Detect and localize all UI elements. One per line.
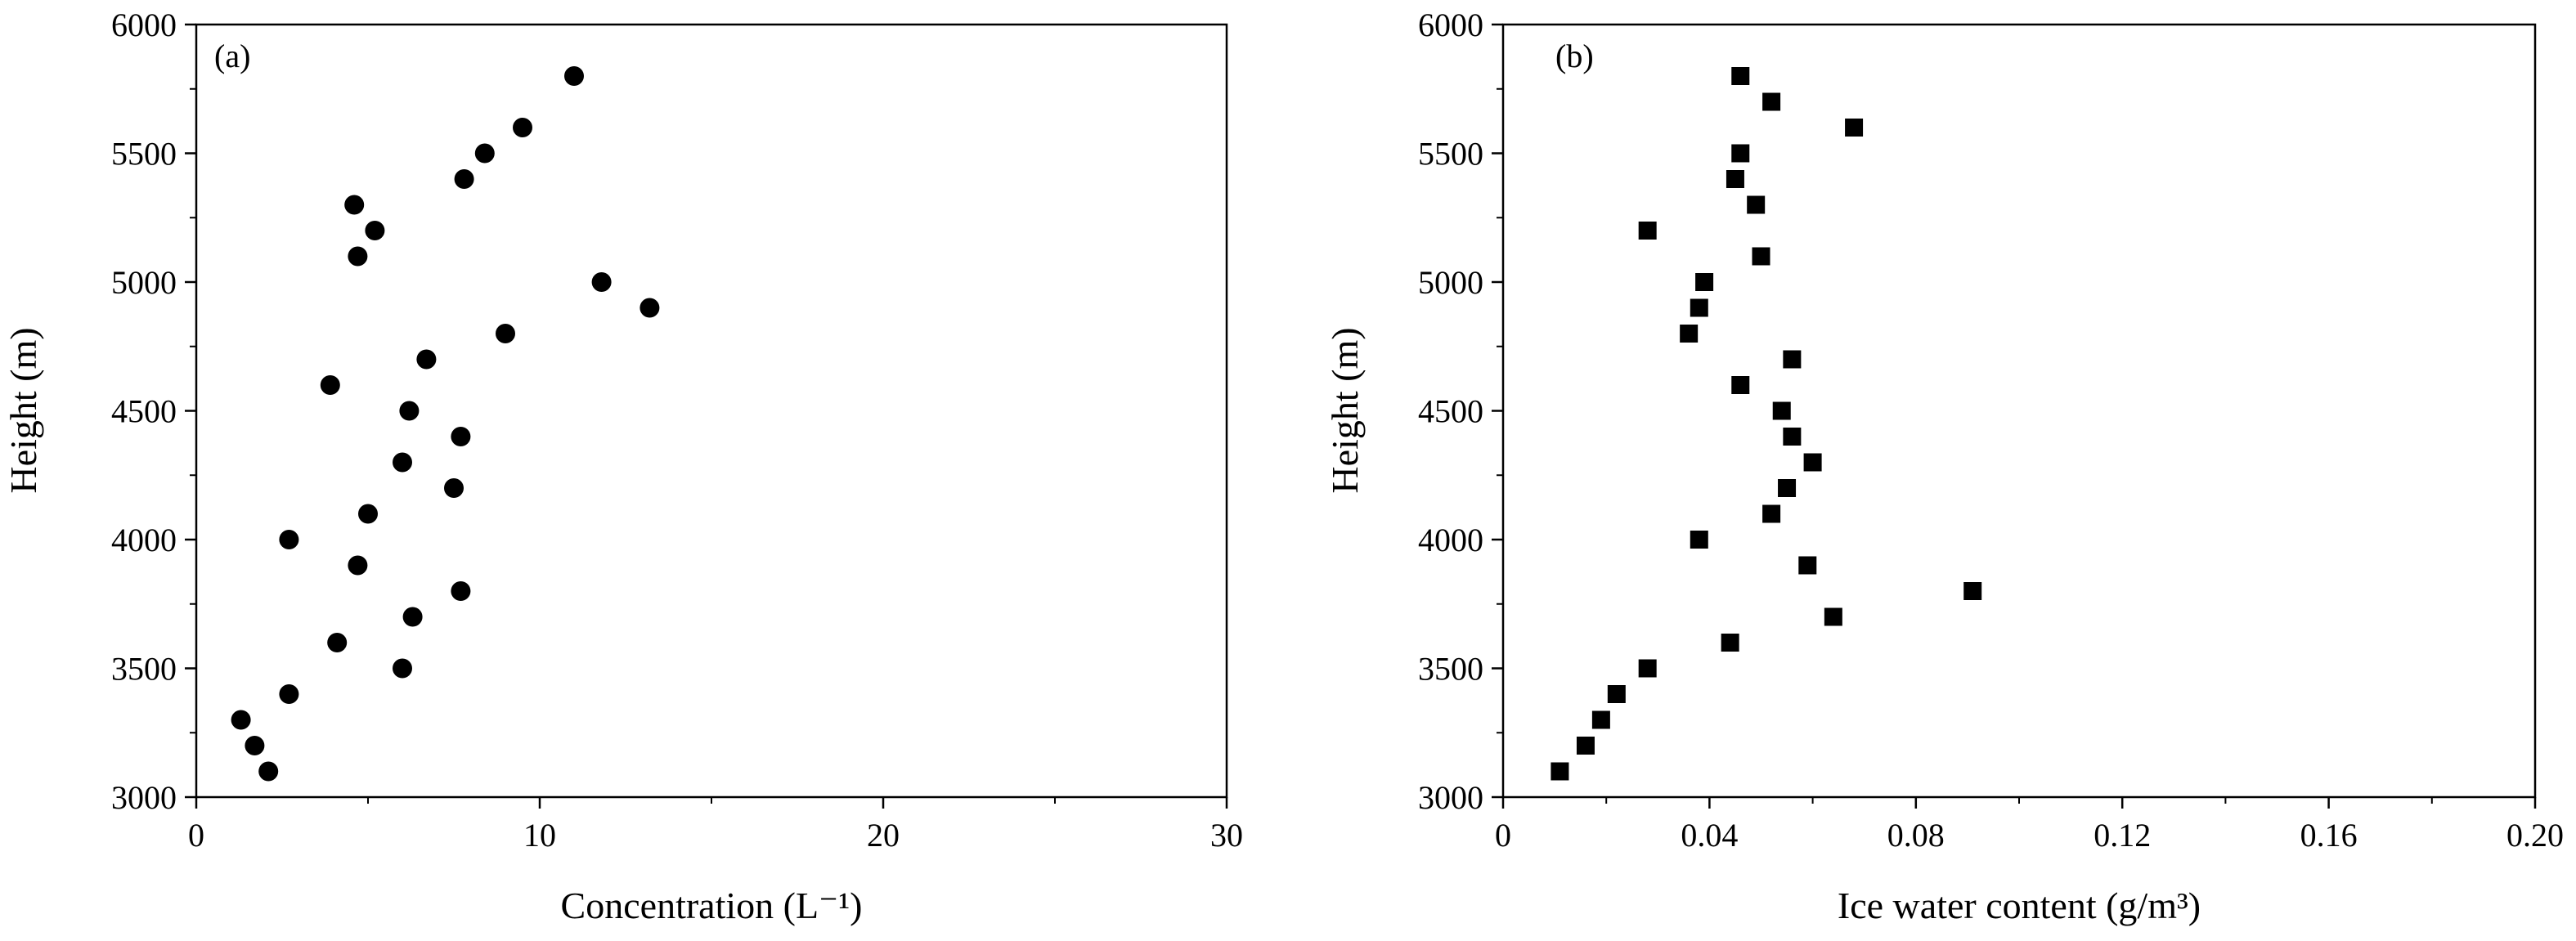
- data-points: [231, 66, 660, 782]
- x-tick-label: 20: [867, 817, 900, 854]
- y-tick-label: 5500: [1418, 136, 1483, 173]
- x-axis-ticks: 0 0.04 0.08 0.12 0.16 0.20: [1495, 797, 2564, 854]
- data-point: [1963, 582, 1982, 600]
- data-point: [454, 169, 474, 189]
- data-point: [1690, 531, 1708, 549]
- y-axis-label: Height (m): [2, 327, 44, 493]
- data-point: [1803, 453, 1822, 472]
- x-tick-label: 0.12: [2094, 817, 2151, 854]
- panel-label: (b): [1555, 38, 1594, 74]
- data-point: [1690, 298, 1708, 317]
- data-point: [564, 66, 584, 86]
- y-tick-label: 6000: [111, 7, 177, 43]
- x-tick-label: 0.16: [2300, 817, 2358, 854]
- data-point: [1726, 170, 1744, 188]
- data-point: [320, 375, 340, 395]
- data-point: [416, 349, 437, 370]
- y-tick-label: 5500: [111, 136, 177, 173]
- data-point: [393, 452, 412, 473]
- x-axis-label: Concentration (L⁻¹): [561, 885, 863, 926]
- data-point: [1638, 222, 1657, 240]
- data-point: [1607, 685, 1626, 703]
- data-point: [402, 607, 423, 627]
- data-point: [640, 298, 660, 318]
- data-point: [1731, 67, 1750, 85]
- y-tick-label: 3500: [1418, 651, 1483, 688]
- data-point: [1798, 556, 1817, 575]
- y-tick-label: 3000: [1418, 779, 1483, 816]
- data-point: [344, 195, 365, 215]
- data-point: [1772, 401, 1791, 420]
- data-point: [1778, 479, 1797, 497]
- data-point: [365, 221, 385, 240]
- data-point: [279, 684, 299, 704]
- data-point: [393, 658, 412, 679]
- data-point: [258, 761, 279, 782]
- y-axis-ticks: 3000 3500 4000 4500 5000 5500 6000: [111, 7, 196, 816]
- data-point: [444, 478, 464, 498]
- data-point: [358, 504, 378, 524]
- data-point: [451, 427, 471, 446]
- data-point: [1762, 504, 1781, 523]
- y-tick-label: 5000: [1418, 264, 1483, 301]
- panel-label: (a): [214, 38, 250, 74]
- x-axis-ticks: 0 10 20 30: [188, 797, 1243, 854]
- plot-frame: [195, 23, 1228, 799]
- data-point: [1576, 737, 1595, 755]
- data-point: [1747, 195, 1766, 214]
- data-point: [1752, 247, 1770, 266]
- y-axis-label: Height (m): [1324, 327, 1366, 493]
- x-tick-label: 0.20: [2506, 817, 2564, 854]
- data-point: [1731, 144, 1750, 163]
- data-point: [1638, 659, 1657, 678]
- data-point: [1824, 607, 1842, 626]
- y-tick-label: 3000: [111, 779, 177, 816]
- data-point: [591, 272, 612, 292]
- data-point: [1845, 119, 1864, 137]
- data-point: [1591, 710, 1610, 729]
- plot-frame: [1501, 23, 2537, 799]
- y-tick-label: 4500: [1418, 393, 1483, 430]
- data-point: [496, 324, 515, 343]
- y-tick-label: 3500: [111, 651, 177, 688]
- data-point: [1551, 762, 1569, 781]
- y-axis-ticks: 3000 3500 4000 4500 5000 5500 6000: [1418, 7, 1503, 816]
- y-tick-label: 5000: [111, 264, 177, 301]
- y-tick-label: 4000: [111, 522, 177, 558]
- panel-b: (b) 0 0.04 0.08 0.12 0.16 0.20 3000 3500 4000 45…: [1324, 7, 2564, 926]
- data-point: [245, 736, 265, 755]
- data-point: [231, 710, 251, 730]
- data-point: [1762, 92, 1781, 111]
- panel-a: (a) 0 10 20 30 3000 3500 4000 4500 5000 5500 6000…: [2, 7, 1243, 926]
- x-tick-label: 0: [188, 817, 204, 854]
- x-tick-label: 0: [1495, 817, 1511, 854]
- data-point: [1783, 428, 1802, 446]
- x-tick-label: 10: [523, 817, 556, 854]
- data-point: [513, 118, 532, 137]
- data-point: [1680, 325, 1699, 343]
- data-point: [1731, 376, 1750, 394]
- y-tick-label: 6000: [1418, 7, 1483, 43]
- data-point: [1695, 273, 1714, 291]
- data-point: [399, 401, 420, 421]
- data-point: [348, 246, 368, 267]
- data-point: [279, 530, 299, 549]
- y-tick-label: 4500: [111, 393, 177, 430]
- x-axis-label: Ice water content (g/m³): [1838, 885, 2201, 926]
- data-point: [327, 633, 348, 652]
- data-point: [1783, 350, 1802, 369]
- x-tick-label: 30: [1210, 817, 1243, 854]
- x-tick-label: 0.04: [1681, 817, 1738, 854]
- y-tick-label: 4000: [1418, 522, 1483, 558]
- data-point: [451, 581, 471, 601]
- data-point: [1721, 634, 1739, 652]
- x-tick-label: 0.08: [1887, 817, 1945, 854]
- data-points: [1551, 67, 1982, 781]
- data-point: [348, 555, 368, 576]
- data-point: [474, 143, 495, 164]
